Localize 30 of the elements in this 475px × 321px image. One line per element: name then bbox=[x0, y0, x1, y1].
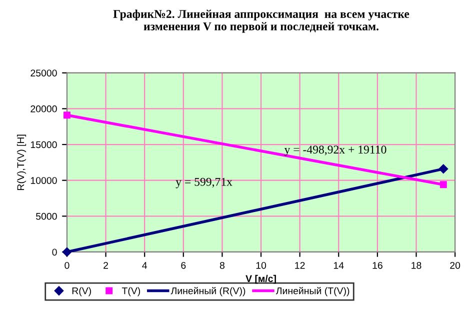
legend-label: T(V) bbox=[122, 287, 140, 296]
x-tick-label: 10 bbox=[256, 262, 266, 269]
legend-label: Линейный (R(V)) bbox=[170, 286, 246, 296]
x-tick-label: 0 bbox=[64, 262, 70, 269]
x-tick-label: 20 bbox=[450, 262, 460, 269]
y-tick-label: 20000 bbox=[30, 105, 57, 112]
point bbox=[63, 112, 70, 119]
y-tick-label: 15000 bbox=[30, 141, 57, 148]
y-tick-label: 0 bbox=[52, 248, 57, 256]
point bbox=[440, 181, 447, 188]
x-axis-title: V [м/с] bbox=[246, 274, 276, 284]
y-tick-label: 5000 bbox=[36, 212, 57, 220]
x-tick-label: 12 bbox=[295, 262, 305, 269]
annotation: y = 599,71x bbox=[176, 178, 232, 188]
y-tick-label: 25000 bbox=[30, 70, 57, 76]
point bbox=[62, 247, 72, 257]
chart-title: График№2. Линейная аппроксимация на всем участке изменения V по первой и последней точкам. bbox=[113, 10, 410, 33]
x-tick-label: 6 bbox=[181, 262, 186, 269]
x-tick-label: 14 bbox=[334, 262, 344, 269]
x-tick-label: 8 bbox=[220, 262, 224, 269]
legend-label: Линейный (T(V)) bbox=[276, 286, 350, 296]
y-tick-label: 10000 bbox=[30, 177, 57, 184]
annotation: y = -498,92x + 19110 bbox=[284, 146, 386, 156]
x-tick-label: 16 bbox=[372, 262, 382, 269]
x-tick-label: 2 bbox=[104, 262, 108, 269]
x-tick-label: 18 bbox=[412, 262, 422, 269]
legend-label: R(V) bbox=[72, 287, 91, 296]
point bbox=[438, 164, 448, 174]
y-axis-title: R(V),T(V) [H] bbox=[16, 134, 26, 190]
x-tick-label: 4 bbox=[142, 262, 148, 269]
